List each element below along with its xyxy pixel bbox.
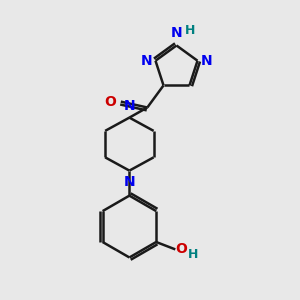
Text: N: N: [124, 99, 135, 113]
Text: O: O: [104, 94, 116, 109]
Text: N: N: [201, 54, 213, 68]
Text: N: N: [124, 175, 135, 189]
Text: N: N: [171, 26, 182, 40]
Text: H: H: [185, 24, 195, 37]
Text: N: N: [140, 54, 152, 68]
Text: H: H: [188, 248, 198, 261]
Text: O: O: [175, 242, 187, 256]
